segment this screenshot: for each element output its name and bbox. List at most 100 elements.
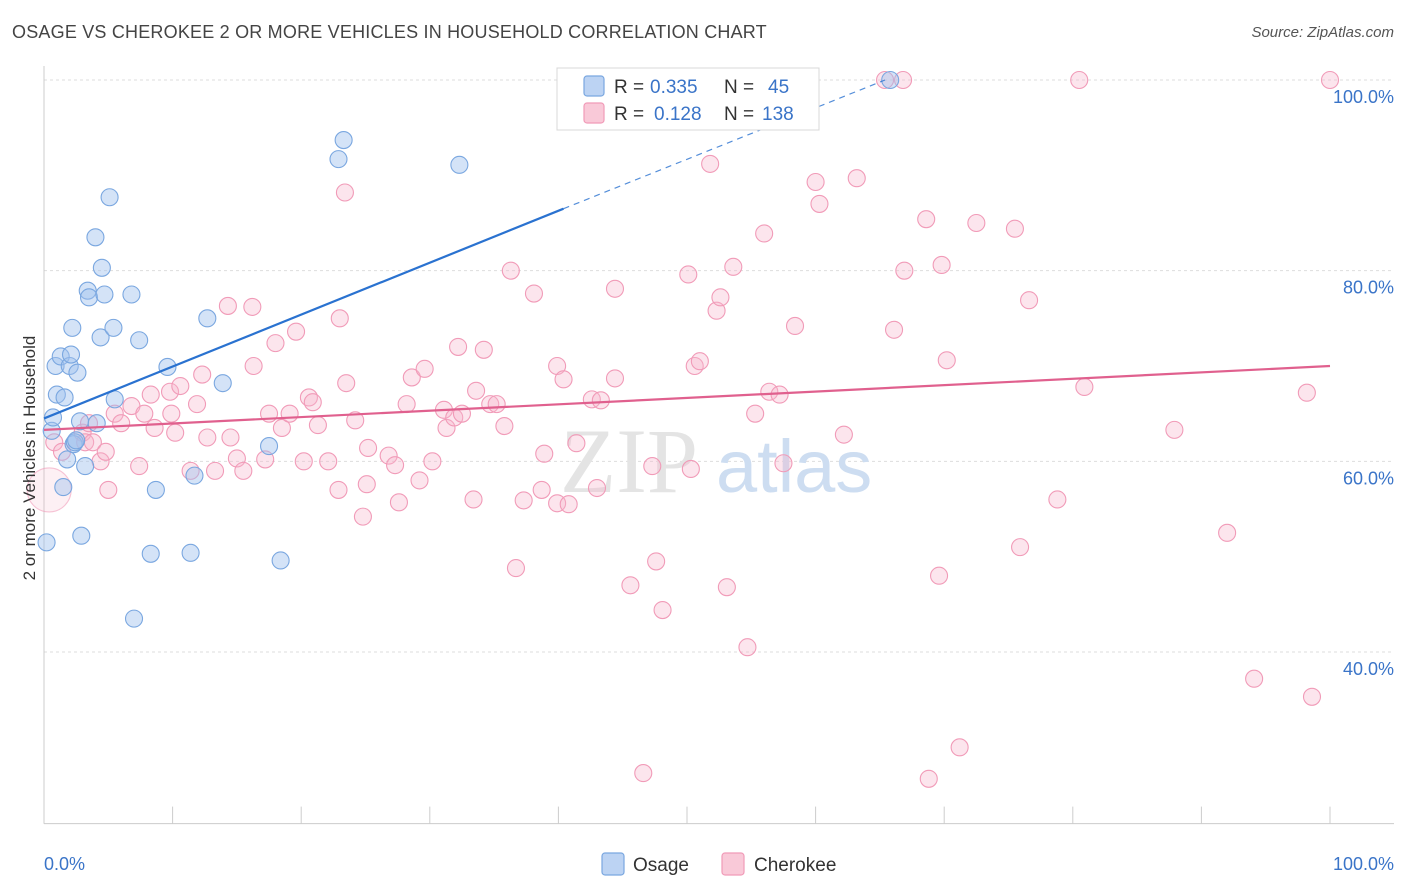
cherokee-point — [893, 70, 913, 90]
legend-osage-n-value: 45 — [768, 77, 789, 98]
cherokee-point — [99, 480, 118, 499]
osage-point — [881, 70, 900, 90]
cherokee-point — [112, 414, 131, 433]
source-credit: Source: ZipAtlas.com — [1251, 24, 1394, 41]
cherokee-point — [1005, 219, 1024, 238]
cherokee-point — [319, 452, 338, 471]
osage-point — [76, 457, 95, 476]
cherokee-point — [1320, 70, 1340, 90]
cherokee-point — [162, 404, 181, 423]
cherokee-point — [359, 438, 378, 458]
cherokee-point — [707, 301, 726, 320]
cherokee-point — [218, 296, 237, 315]
cherokee-point — [774, 454, 793, 473]
cherokee-point — [437, 418, 456, 438]
watermark-atlas: atlas — [716, 425, 872, 508]
y-tick-label-100: 100.0% — [1333, 87, 1394, 107]
cherokee-point — [423, 452, 442, 471]
cherokee-point — [760, 382, 779, 401]
cherokee-point — [294, 452, 313, 471]
y-tick-label-40: 40.0% — [1343, 659, 1394, 679]
cherokee-point — [605, 279, 625, 298]
cherokee-point — [514, 491, 533, 510]
osage-point — [122, 285, 141, 304]
cherokee-point — [397, 395, 416, 414]
trend-layer — [43, 79, 1331, 431]
cherokee-point — [746, 404, 765, 423]
cherokee-point — [559, 495, 578, 514]
cherokee-point — [919, 769, 938, 788]
osage-point — [329, 150, 348, 169]
cherokee-point — [166, 423, 185, 442]
x-tick-label-min: 0.0% — [44, 854, 85, 874]
osage-point — [130, 331, 149, 350]
cherokee-point — [1048, 490, 1067, 509]
osage-point — [124, 609, 144, 628]
cherokee-point — [266, 334, 285, 353]
cherokee-point — [532, 480, 551, 499]
legend-osage-n-label: N = — [724, 77, 754, 98]
cherokee-point — [329, 480, 348, 499]
cherokee-point — [346, 411, 365, 430]
osage-point — [213, 374, 232, 393]
cherokee-point — [690, 352, 709, 371]
cherokee-point — [884, 320, 904, 339]
osage-point — [185, 466, 204, 485]
osage-point — [58, 450, 77, 469]
cherokee-point — [1165, 420, 1184, 439]
cherokee-point — [357, 475, 376, 494]
cherokee-point — [895, 261, 914, 280]
cherokee-point — [591, 391, 610, 410]
osage-point — [198, 309, 217, 328]
cherokee-point — [464, 490, 483, 509]
cherokee-point — [681, 459, 700, 479]
osage-point — [61, 345, 81, 364]
cherokee-point — [724, 257, 743, 276]
y-tick-label-60: 60.0% — [1343, 468, 1394, 488]
osage-point — [72, 526, 91, 545]
osage-point — [55, 388, 74, 407]
bottom-legend: Osage Cherokee — [601, 852, 836, 876]
cherokee-point — [967, 213, 986, 233]
cherokee-point — [452, 404, 472, 423]
bottom-legend-swatch-cherokee — [721, 852, 745, 876]
osage-trend-extension — [563, 79, 886, 210]
cherokee-point — [501, 261, 520, 280]
cherokee-point — [449, 337, 468, 356]
cherokee-point — [834, 425, 853, 444]
cherokee-point — [221, 428, 240, 447]
osage-point — [79, 288, 99, 307]
cherokee-point — [785, 316, 805, 336]
cherokee-point — [1297, 383, 1316, 402]
osage-point — [37, 533, 56, 552]
cherokee-point — [495, 417, 514, 436]
legend-cherokee-n-value: 138 — [762, 104, 794, 125]
x-tick-label-max: 100.0% — [1333, 854, 1394, 874]
legend-osage-r-label: R = — [614, 77, 644, 98]
watermark-zip: ZIP — [560, 410, 698, 512]
cherokee-point — [130, 457, 149, 476]
cherokee-point — [647, 552, 666, 571]
cherokee-point — [806, 172, 825, 192]
cherokee-point — [711, 288, 730, 307]
osage-point — [259, 437, 279, 456]
cherokee-point — [738, 638, 757, 657]
y-tick-labels: 100.0% 80.0% 60.0% 40.0% — [1333, 87, 1394, 679]
cherokee-point — [535, 444, 554, 463]
cherokee-point — [308, 416, 327, 435]
cherokee-point — [653, 601, 672, 620]
cherokee-point — [76, 433, 95, 452]
cherokee-point — [810, 194, 829, 213]
cherokee-point — [634, 764, 653, 783]
points-layer — [26, 70, 1340, 788]
cherokee-point — [524, 284, 544, 303]
cherokee-point — [950, 738, 969, 757]
cherokee-point — [272, 418, 291, 438]
cherokee-point — [679, 265, 698, 284]
cherokee-point — [145, 418, 164, 438]
cherokee-point — [410, 471, 429, 490]
cherokee-point — [303, 393, 322, 412]
osage-point — [91, 328, 110, 347]
cherokee-point — [701, 154, 720, 173]
